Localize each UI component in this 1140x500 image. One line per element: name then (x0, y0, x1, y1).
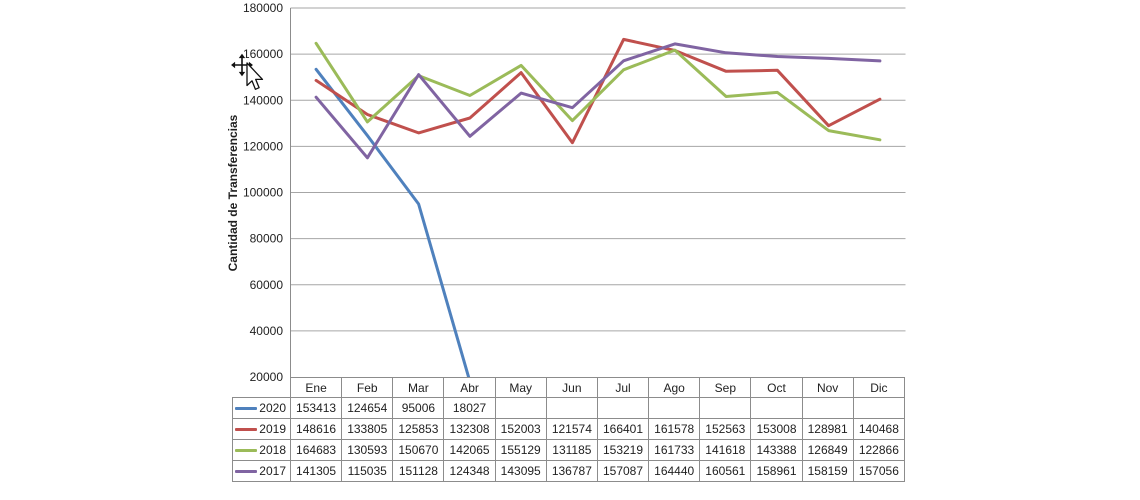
value-cell-2020-dic (852, 397, 906, 419)
value-cell-2018-jul: 153219 (596, 439, 650, 461)
value-cell-2018-abr: 142065 (443, 439, 496, 461)
value-cell-2017-nov: 158159 (801, 460, 854, 482)
move-cursor-icon (230, 52, 264, 90)
value-cell-2018-dic: 122866 (852, 439, 906, 461)
y-tick-label: 40000 (250, 324, 284, 338)
legend-year-label: 2019 (259, 422, 286, 436)
month-header-sep: Sep (699, 377, 752, 398)
month-header-oct: Oct (750, 377, 803, 398)
table-row-2017: 2017 141305 115035 151128 124348 143095 136787… (232, 460, 906, 482)
month-header-may: May (494, 377, 547, 398)
month-header-jun: Jun (545, 377, 598, 398)
value-cell-2019-jun: 121574 (545, 418, 598, 440)
y-tick-label: 20000 (250, 370, 284, 384)
value-cell-2020-ene: 153413 (289, 397, 343, 419)
legend-year-label: 2017 (259, 464, 286, 478)
value-cell-2017-jun: 136787 (545, 460, 598, 482)
value-cell-2019-dic: 140468 (852, 418, 906, 440)
value-cell-2020-jul (596, 397, 650, 419)
y-axis-title: Cantidad de Transferencias (226, 114, 240, 271)
value-cell-2017-oct: 158961 (750, 460, 803, 482)
value-cell-2019-sep: 152563 (699, 418, 752, 440)
chart-data-table: Ene Feb Mar Abr May Jun Jul Ago Sep Oct Nov Dic 2020… (232, 377, 906, 482)
y-tick-label: 160000 (243, 47, 283, 61)
value-cell-2020-sep (699, 397, 752, 419)
value-cell-2018-oct: 143388 (750, 439, 803, 461)
value-cell-2019-abr: 132308 (443, 418, 496, 440)
value-cell-2020-ago (648, 397, 701, 419)
series-line-2019 (314, 37, 882, 145)
legend-key-2020: 2020 (232, 397, 291, 419)
month-header-nov: Nov (801, 377, 854, 398)
month-header-feb: Feb (341, 377, 394, 398)
value-cell-2017-ago: 164440 (648, 460, 701, 482)
value-cell-2020-jun (545, 397, 598, 419)
legend-line-swatch (235, 427, 258, 431)
legend-key-2019: 2019 (232, 418, 291, 440)
value-cell-2018-ene: 164683 (289, 439, 343, 461)
table-row-2020: 2020 153413 124654 95006 18027 (232, 397, 906, 419)
month-header-ago: Ago (648, 377, 701, 398)
value-cell-2017-may: 143095 (494, 460, 547, 482)
month-header-mar: Mar (392, 377, 445, 398)
value-cell-2018-mar: 150670 (392, 439, 445, 461)
value-cell-2019-may: 152003 (494, 418, 547, 440)
value-cell-2020-nov (801, 397, 854, 419)
table-row-2018: 2018 164683 130593 150670 142065 155129 131185… (232, 439, 906, 461)
value-cell-2019-mar: 125853 (392, 418, 445, 440)
y-axis-tick-labels: 20000 40000 60000 80000 100000 120000 140000 16… (243, 1, 283, 384)
value-cell-2020-abr: 18027 (443, 397, 496, 419)
series-line-2020 (314, 67, 471, 377)
legend-year-label: 2018 (259, 443, 286, 457)
chart-series-lines (314, 37, 882, 377)
month-header-jul: Jul (596, 377, 650, 398)
table-row-2019: 2019 148616 133805 125853 132308 152003 121574… (232, 418, 906, 440)
value-cell-2018-jun: 131185 (545, 439, 598, 461)
value-cell-2017-jul: 157087 (596, 460, 650, 482)
value-cell-2019-feb: 133805 (341, 418, 394, 440)
legend-line-swatch (235, 448, 258, 452)
month-header-dic: Dic (852, 377, 906, 398)
value-cell-2018-feb: 130593 (341, 439, 394, 461)
arrow-pointer-icon (246, 62, 264, 90)
value-cell-2020-feb: 124654 (341, 397, 394, 419)
value-cell-2019-nov: 128981 (801, 418, 854, 440)
value-cell-2019-ene: 148616 (289, 418, 343, 440)
value-cell-2018-may: 155129 (494, 439, 547, 461)
value-cell-2018-nov: 126849 (801, 439, 854, 461)
value-cell-2018-sep: 141618 (699, 439, 752, 461)
value-cell-2017-feb: 115035 (341, 460, 394, 482)
legend-year-label: 2020 (259, 401, 286, 415)
legend-line-swatch (235, 469, 258, 473)
value-cell-2020-mar: 95006 (392, 397, 445, 419)
value-cell-2019-oct: 153008 (750, 418, 803, 440)
value-cell-2017-mar: 151128 (392, 460, 445, 482)
value-cell-2020-may (494, 397, 547, 419)
value-cell-2017-abr: 124348 (443, 460, 496, 482)
y-tick-label: 140000 (243, 93, 283, 107)
y-tick-label: 60000 (250, 278, 284, 292)
series-line-2017 (314, 42, 882, 160)
month-header-abr: Abr (443, 377, 496, 398)
legend-line-swatch (235, 406, 258, 410)
value-cell-2017-dic: 157056 (852, 460, 906, 482)
value-cell-2017-ene: 141305 (289, 460, 343, 482)
y-tick-label: 120000 (243, 139, 283, 153)
value-cell-2019-jul: 166401 (596, 418, 650, 440)
value-cell-2020-oct (750, 397, 803, 419)
y-tick-label: 180000 (243, 1, 283, 15)
value-cell-2018-ago: 161733 (648, 439, 701, 461)
value-cell-2017-sep: 160561 (699, 460, 752, 482)
month-header-ene: Ene (289, 377, 343, 398)
series-line-2018 (314, 41, 882, 142)
legend-key-2017: 2017 (232, 460, 291, 482)
y-tick-label: 100000 (243, 186, 283, 200)
table-corner-spacer (233, 378, 291, 398)
value-cell-2019-ago: 161578 (648, 418, 701, 440)
legend-key-2018: 2018 (232, 439, 291, 461)
y-tick-label: 80000 (250, 232, 284, 246)
